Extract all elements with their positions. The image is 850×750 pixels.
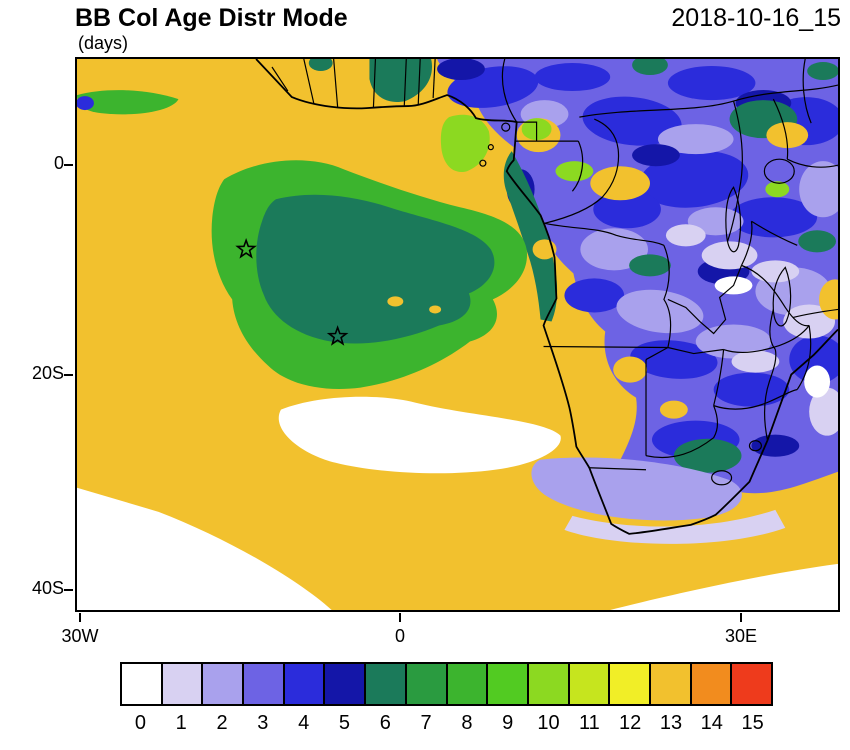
lake-tanganyika-outline [725, 186, 742, 253]
x-axis-tick-mark [740, 613, 742, 622]
y-axis-label-equator: 0 [53, 153, 64, 173]
colorbar-cell-14 [689, 662, 733, 706]
x-axis-label-30e: 30E [724, 626, 758, 646]
star-marker [326, 325, 349, 346]
y-axis-tick-mark [64, 164, 73, 166]
country-borders [271, 59, 838, 486]
colorbar-cell-5 [323, 662, 367, 706]
colorbar-value-label: 13 [659, 712, 683, 734]
map-plot-area [75, 57, 840, 612]
data-fill-layer [77, 59, 838, 610]
island-outline [479, 159, 487, 167]
colorbar-cell-2 [201, 662, 245, 706]
x-axis-tick-mark [399, 613, 401, 622]
colorbar-value-label: 3 [257, 712, 269, 734]
colorbar-cell-13 [648, 662, 692, 706]
y-axis-tick-mark [64, 374, 73, 376]
plot-timestamp: 2018-10-16_15 [671, 4, 841, 32]
colorbar-value-label: 10 [537, 712, 560, 734]
colorbar-cell-0 [120, 662, 163, 706]
colorbar-value-label: 0 [134, 712, 146, 734]
station-markers [235, 238, 349, 346]
x-axis-label-0: 0 [394, 626, 405, 646]
colorbar-cell-12 [608, 662, 651, 706]
lake-malawi-outline [772, 266, 792, 327]
colorbar-value-label: 12 [619, 712, 642, 734]
colorbar-cell-8 [445, 662, 489, 706]
colorbar-value-label: 2 [216, 712, 228, 734]
colorbar-value-label: 15 [741, 712, 764, 734]
y-axis-label-40s: 40S [31, 578, 64, 598]
colorbar-value-label: 9 [502, 712, 514, 734]
eswatini-border [748, 440, 762, 452]
colorbar-value-label: 11 [578, 712, 600, 734]
colorbar-value-label: 7 [420, 712, 432, 734]
colorbar-value-label: 6 [379, 712, 391, 734]
colorbar-labels: 0 1 2 3 4 5 6 7 8 9 10 11 12 13 14 15 [120, 712, 773, 735]
africa-coastline [255, 59, 838, 535]
colorbar-cell-11 [567, 662, 611, 706]
x-axis-tick-mark [79, 613, 81, 622]
colorbar-value-label: 4 [298, 712, 310, 734]
colorbar [120, 662, 773, 706]
plot-units-label: (days) [78, 33, 129, 53]
colorbar-value-label: 14 [700, 712, 723, 734]
plot-title: BB Col Age Distr Mode [75, 4, 348, 32]
x-axis-label-30w: 30W [61, 626, 99, 646]
island-outline [501, 122, 511, 132]
colorbar-value-label: 1 [175, 712, 187, 734]
colorbar-cell-4 [282, 662, 326, 706]
lesotho-border [711, 470, 733, 486]
colorbar-cell-7 [404, 662, 448, 706]
island-outline [487, 144, 494, 151]
colorbar-cell-1 [160, 662, 204, 706]
colorbar-cell-9 [486, 662, 529, 706]
y-axis-label-20s: 20S [31, 363, 64, 383]
colorbar-value-label: 5 [338, 712, 351, 734]
star-marker [235, 238, 257, 259]
coastline-borders-layer [255, 59, 838, 535]
colorbar-cell-15 [730, 662, 773, 706]
colorbar-cell-3 [242, 662, 285, 706]
map-svg [77, 59, 838, 610]
y-axis-tick-mark [64, 589, 73, 591]
colorbar-value-label: 8 [461, 712, 473, 734]
colorbar-cell-10 [526, 662, 570, 706]
colorbar-cell-6 [364, 662, 407, 706]
lake-victoria-outline [763, 158, 795, 184]
